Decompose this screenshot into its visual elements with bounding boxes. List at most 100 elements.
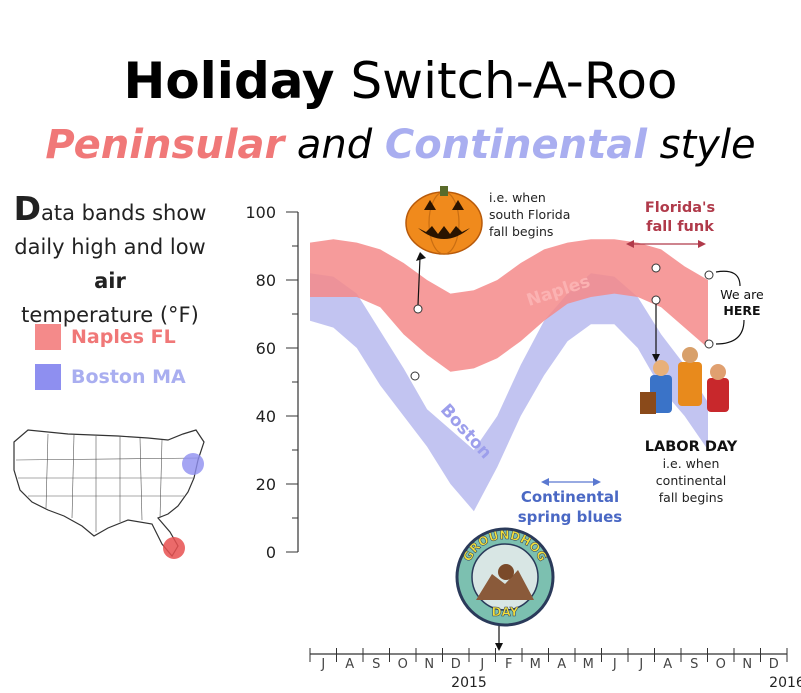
- fall-funk-note-line: Florida's: [645, 200, 715, 216]
- x-tick-label: J: [479, 657, 484, 672]
- boston-marker: [182, 453, 204, 475]
- here-marker-boston: [704, 339, 714, 349]
- halloween-marker-boston: [410, 371, 420, 381]
- drop-cap: D: [13, 189, 42, 228]
- pumpkin-eye: [424, 200, 436, 210]
- band-boston-ma: [310, 273, 708, 512]
- data-bands: [310, 239, 708, 512]
- x-tick-label: A: [557, 657, 566, 672]
- y-tick-label: 80: [256, 271, 276, 290]
- chart-subtitle: Peninsular and Continental style: [0, 122, 801, 168]
- x-tick-label: M: [583, 657, 594, 672]
- pumpkin-eye: [452, 200, 464, 210]
- x-tick-label: S: [372, 657, 380, 672]
- state-lines: [15, 433, 199, 532]
- groundhog-arrowhead: [495, 643, 503, 651]
- halloween-marker: [413, 304, 423, 314]
- subtitle-and: and: [296, 122, 373, 168]
- subtitle-peninsular: Peninsular: [45, 122, 285, 168]
- description-line2a: daily high and low: [14, 235, 206, 259]
- worker-tool: [640, 392, 656, 414]
- x-tick-label: O: [398, 657, 408, 672]
- labor-day-illustration: [640, 347, 729, 414]
- x-tick-label: O: [716, 657, 726, 672]
- x-tick-label: J: [612, 657, 617, 672]
- fall-funk-arrow-left: [626, 240, 634, 248]
- groundhog-mound: [476, 570, 534, 600]
- us-map-illustration: [13, 429, 205, 559]
- x-tick-label: N: [424, 657, 434, 672]
- worker-head: [682, 347, 698, 363]
- pumpkin-stem: [440, 186, 448, 196]
- subtitle-style: style: [659, 122, 756, 168]
- x-year-label: 2016: [769, 675, 801, 691]
- fall-funk-arrow-right: [698, 240, 706, 248]
- worker-head: [710, 364, 726, 380]
- x-tick-label: D: [769, 657, 779, 672]
- spring-blues-arrow-right: [593, 478, 601, 486]
- fall-funk-note: Florida's fall funk: [645, 200, 715, 235]
- x-tick-label: A: [663, 657, 672, 672]
- here-pointer-bottom: [715, 319, 745, 345]
- x-tick-label: J: [320, 657, 325, 672]
- x-tick-label: N: [742, 657, 752, 672]
- we-are-here-line: HERE: [723, 303, 760, 318]
- pumpkin-mouth: [418, 226, 470, 239]
- halloween-note: i.e. when south Florida fall begins: [489, 190, 570, 239]
- naples-marker: [163, 537, 185, 559]
- x-tick-label: S: [690, 657, 698, 672]
- here-marker-naples: [704, 270, 714, 280]
- spring-blues-note: Continental spring blues: [518, 488, 623, 526]
- worker-body: [707, 378, 729, 412]
- labor-day-note-line: i.e. when: [663, 456, 720, 471]
- x-tick-label: D: [451, 657, 461, 672]
- y-tick-label: 40: [256, 407, 276, 426]
- labor-day-arrowhead: [652, 354, 660, 362]
- x-tick-label: F: [505, 657, 512, 672]
- halloween-pointer: [417, 257, 421, 306]
- subtitle-continental: Continental: [384, 122, 647, 168]
- fall-funk-note-line: fall funk: [646, 219, 714, 235]
- description-line3: temperature (°F): [21, 303, 199, 327]
- legend-naples: Naples FL: [35, 323, 176, 351]
- description-line1: ata bands show: [41, 201, 207, 225]
- legend-boston-label: Boston MA: [71, 366, 186, 388]
- y-axis: 0 20 40 60 80 100: [245, 203, 299, 562]
- we-are-here-line: We are: [720, 287, 764, 302]
- legend-naples-label: Naples FL: [71, 326, 176, 348]
- worker-body: [678, 362, 702, 406]
- spring-blues-note-line: spring blues: [518, 508, 623, 526]
- band-naples-fl: [310, 239, 708, 372]
- groundhog-text-day: DAY: [492, 605, 519, 619]
- x-tick-label: M: [530, 657, 541, 672]
- chart-title: Holiday Switch-A-Roo: [0, 52, 801, 110]
- title-rest: Switch-A-Roo: [350, 52, 678, 110]
- legend-boston-swatch: [35, 364, 61, 390]
- halloween-note-line: fall begins: [489, 224, 553, 239]
- x-tick-label: J: [638, 657, 643, 672]
- y-tick-label: 60: [256, 339, 276, 358]
- labor-day-note-line: fall begins: [659, 490, 723, 505]
- y-tick-label: 20: [256, 475, 276, 494]
- labor-day-marker-naples: [651, 263, 661, 273]
- x-tick-label: A: [345, 657, 354, 672]
- description-line2b: air: [94, 269, 126, 293]
- y-tick-label: 0: [266, 543, 276, 562]
- x-axis: J A S O N D J F M A M J J A S O N D 2015 2016: [309, 648, 801, 691]
- pumpkin-illustration: [405, 186, 483, 255]
- spring-blues-arrow-left: [541, 478, 549, 486]
- here-pointer-top: [715, 270, 741, 287]
- legend-boston: Boston MA: [35, 363, 186, 391]
- legend-naples-swatch: [35, 324, 61, 350]
- data-description: Data bands show daily high and low air t…: [0, 192, 220, 332]
- halloween-note-line: i.e. when: [489, 190, 546, 205]
- labor-day-marker-boston: [651, 295, 661, 305]
- groundhog-animal: [498, 564, 514, 580]
- title-bold: Holiday: [123, 52, 335, 110]
- pumpkin-body: [405, 191, 483, 255]
- labor-day-note-line: continental: [656, 473, 726, 488]
- spring-blues-note-line: Continental: [521, 488, 619, 506]
- x-year-label: 2015: [451, 675, 487, 691]
